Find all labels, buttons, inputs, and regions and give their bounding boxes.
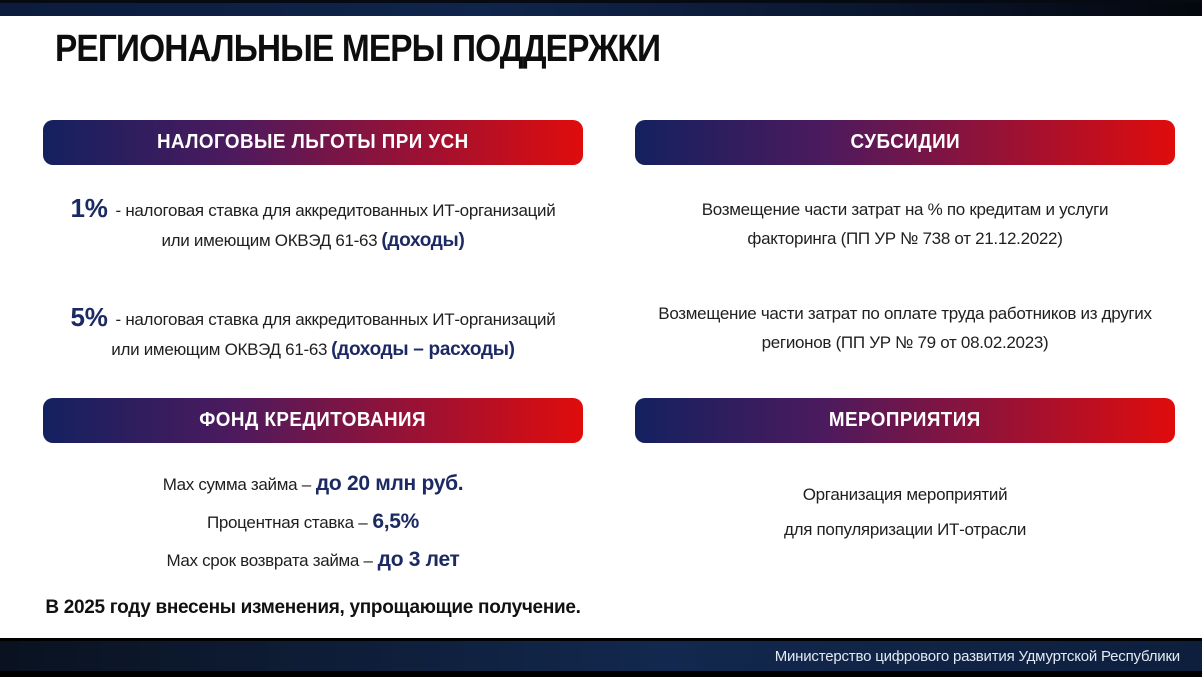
fund-line-max-sum: Max сумма займа – до 20 млн руб. (43, 465, 583, 503)
section-header-fund-label: ФОНД КРЕДИТОВАНИЯ (199, 409, 427, 431)
top-decorative-bar (0, 0, 1202, 16)
fund-content: Max сумма займа – до 20 млн руб. Процентн… (43, 465, 583, 579)
fund-line-term: Max срок возврата займа – до 3 лет (43, 541, 583, 579)
section-header-tax: НАЛОГОВЫЕ ЛЬГОТЫ ПРИ УСН (43, 120, 583, 165)
section-header-subsidies-label: СУБСИДИИ (850, 131, 960, 153)
section-header-subsidies: СУБСИДИИ (635, 120, 1175, 165)
section-header-events: МЕРОПРИЯТИЯ (635, 398, 1175, 443)
tax-item-2-highlight: (доходы – расходы) (331, 339, 515, 360)
section-subsidies: СУБСИДИИ Возмещение части затрат на % по… (635, 120, 1175, 357)
section-loan-fund: ФОНД КРЕДИТОВАНИЯ Max сумма займа – до 20… (43, 398, 583, 619)
footer: Министерство цифрового развития Удмуртск… (0, 638, 1202, 677)
tax-item-2: 5% - налоговая ставка для аккредитованных… (43, 302, 583, 365)
events-item-1-line-1: Организация мероприятий (802, 485, 1008, 504)
tax-item-2-line-2: или имеющим ОКВЭД 61-63 (доходы – расходы… (43, 335, 583, 365)
events-item-1: Организация мероприятий для популяризаци… (635, 477, 1175, 547)
footer-ministry-label: Министерство цифрового развития Удмуртск… (774, 647, 1181, 665)
fund-label-rate: Процентная ставка – (206, 513, 368, 532)
subsidy-item-1-line-1: Возмещение части затрат на % по кредитам… (701, 200, 1109, 219)
section-events: МЕРОПРИЯТИЯ Организация мероприятий для … (635, 398, 1175, 547)
subsidy-item-1-line-2: факторинга (ПП УР № 738 от 21.12.2022) (747, 229, 1063, 248)
fund-value-max-sum: до 20 млн руб. (315, 472, 464, 495)
subsidies-content: Возмещение части затрат на % по кредитам… (635, 195, 1175, 357)
footer-bar: Министерство цифрового развития Удмуртск… (0, 641, 1202, 671)
fund-label-term: Max срок возврата займа – (166, 551, 373, 570)
fund-value-rate: 6,5% (372, 510, 420, 533)
section-tax-benefits: НАЛОГОВЫЕ ЛЬГОТЫ ПРИ УСН 1% - налоговая с… (43, 120, 583, 365)
tax-item-1-text: - налоговая ставка для аккредитованных И… (115, 201, 556, 220)
events-item-1-line-2: для популяризации ИТ-отрасли (783, 520, 1027, 539)
tax-rate-2: 5% (70, 302, 108, 332)
fund-note: В 2025 году внесены изменения, упрощающи… (45, 597, 581, 618)
subsidy-item-2: Возмещение части затрат по оплате труда … (635, 299, 1175, 357)
fund-label-max-sum: Max сумма займа – (162, 475, 311, 494)
tax-rate-1: 1% (70, 193, 108, 223)
tax-item-1-line-2: или имеющим ОКВЭД 61-63 (доходы) (43, 226, 583, 256)
section-header-tax-label: НАЛОГОВЫЕ ЛЬГОТЫ ПРИ УСН (157, 131, 469, 153)
fund-value-term: до 3 лет (377, 548, 460, 571)
tax-content: 1% - налоговая ставка для аккредитованных… (43, 193, 583, 365)
events-content: Организация мероприятий для популяризаци… (635, 477, 1175, 547)
tax-item-2-text: - налоговая ставка для аккредитованных И… (115, 310, 556, 329)
tax-item-1-highlight: (доходы) (381, 230, 465, 251)
section-header-events-label: МЕРОПРИЯТИЯ (829, 409, 981, 431)
tax-item-1: 1% - налоговая ставка для аккредитованных… (43, 193, 583, 256)
subsidy-item-2-line-2: регионов (ПП УР № 79 от 08.02.2023) (761, 333, 1049, 352)
subsidy-item-2-line-1: Возмещение части затрат по оплате труда … (658, 304, 1152, 323)
page-title: РЕГИОНАЛЬНЫЕ МЕРЫ ПОДДЕРЖКИ (55, 28, 661, 70)
tax-item-2-line-1: 5% - налоговая ставка для аккредитованных… (43, 302, 583, 335)
subsidy-item-1: Возмещение части затрат на % по кредитам… (635, 195, 1175, 253)
tax-item-1-prefix: или имеющим ОКВЭД 61-63 (161, 231, 378, 250)
tax-item-1-line-1: 1% - налоговая ставка для аккредитованных… (43, 193, 583, 226)
fund-line-rate: Процентная ставка –6,5% (43, 503, 583, 541)
tax-item-2-prefix: или имеющим ОКВЭД 61-63 (111, 340, 328, 359)
section-header-fund: ФОНД КРЕДИТОВАНИЯ (43, 398, 583, 443)
